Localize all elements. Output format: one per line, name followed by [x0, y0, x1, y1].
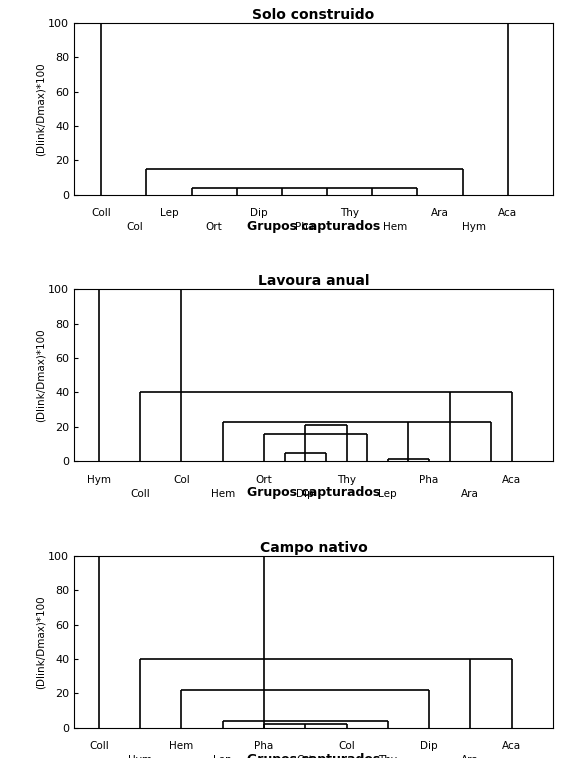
Text: Pha: Pha — [295, 222, 314, 232]
Text: Coll: Coll — [91, 208, 111, 218]
Text: Pha: Pha — [254, 741, 274, 751]
Title: Campo nativo: Campo nativo — [259, 540, 368, 555]
X-axis label: Grupos capturados: Grupos capturados — [247, 486, 380, 500]
Text: Thy: Thy — [378, 755, 397, 758]
Text: Pha: Pha — [420, 475, 439, 485]
Text: Hym: Hym — [87, 475, 111, 485]
Y-axis label: (Dlink/Dmax)*100: (Dlink/Dmax)*100 — [35, 595, 46, 688]
Text: Thy: Thy — [340, 208, 359, 218]
Text: Aca: Aca — [498, 208, 518, 218]
Text: Hym: Hym — [462, 222, 486, 232]
Text: Dip: Dip — [250, 208, 268, 218]
Y-axis label: (Dlink/Dmax)*100: (Dlink/Dmax)*100 — [35, 328, 46, 422]
Text: Ara: Ara — [461, 489, 479, 499]
Text: Lep: Lep — [378, 489, 397, 499]
Text: Thy: Thy — [337, 475, 356, 485]
Text: Dip: Dip — [420, 741, 438, 751]
Text: Lep: Lep — [160, 208, 178, 218]
Text: Ara: Ara — [431, 208, 449, 218]
Text: Ort: Ort — [297, 755, 314, 758]
Title: Lavoura anual: Lavoura anual — [258, 274, 369, 288]
Text: Aca: Aca — [502, 475, 521, 485]
Text: Dip: Dip — [296, 489, 314, 499]
Text: Hem: Hem — [382, 222, 407, 232]
Text: Col: Col — [338, 741, 355, 751]
Text: Hem: Hem — [210, 489, 235, 499]
Title: Solo construido: Solo construido — [253, 8, 374, 21]
Y-axis label: (Dlink/Dmax)*100: (Dlink/Dmax)*100 — [35, 62, 46, 155]
Text: Ort: Ort — [206, 222, 222, 232]
Text: Col: Col — [173, 475, 190, 485]
Text: Hem: Hem — [169, 741, 194, 751]
X-axis label: Grupos capturados: Grupos capturados — [247, 753, 380, 758]
X-axis label: Grupos capturados: Grupos capturados — [247, 220, 380, 233]
Text: Col: Col — [127, 222, 144, 232]
Text: Lep: Lep — [213, 755, 232, 758]
Text: Aca: Aca — [502, 741, 521, 751]
Text: Ort: Ort — [255, 475, 272, 485]
Text: Hym: Hym — [128, 755, 152, 758]
Text: Coll: Coll — [89, 741, 109, 751]
Text: Coll: Coll — [131, 489, 150, 499]
Text: Ara: Ara — [461, 755, 479, 758]
